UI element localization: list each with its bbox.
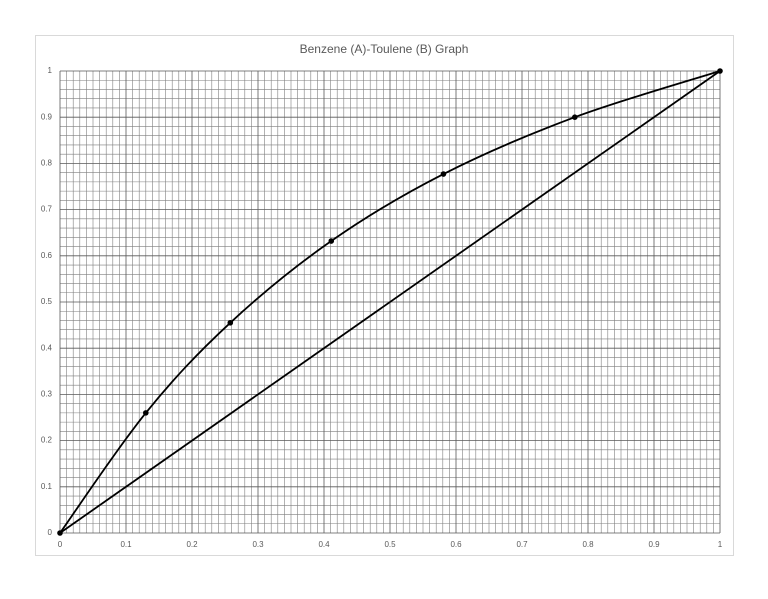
y-tick-label: 0.9 — [41, 112, 53, 121]
point — [227, 319, 234, 326]
x-tick-label: 0 — [58, 540, 63, 549]
y-tick-label: 0 — [48, 528, 53, 537]
point — [143, 410, 149, 416]
y-tick-label: 0.5 — [41, 297, 53, 306]
x-tick-label: 0.9 — [648, 540, 660, 549]
x-tick-label: 0.1 — [120, 540, 132, 549]
point — [328, 238, 335, 244]
y-tick-label: 0.3 — [41, 390, 53, 399]
x-tick-label: 1 — [718, 540, 723, 549]
y-tick-label: 0.7 — [41, 205, 53, 214]
x-tick-label: 0.8 — [582, 540, 594, 549]
point — [572, 114, 578, 120]
series-line — [59, 70, 721, 534]
chart-title: Benzene (A)-Toulene (B) Graph — [300, 42, 469, 56]
x-tick-label: 0.5 — [384, 540, 396, 549]
x-tick-label: 0.4 — [318, 540, 330, 549]
x-tick-label: 0.3 — [252, 540, 264, 549]
x-tick-label: 0.2 — [186, 540, 198, 549]
point — [440, 171, 447, 177]
y-tick-label: 1 — [48, 66, 53, 75]
y-tick-label: 0.2 — [41, 436, 53, 445]
y-tick-label: 0.8 — [41, 159, 53, 168]
x-tick-label: 0.6 — [450, 540, 462, 549]
x-tick-label: 0.7 — [516, 540, 528, 549]
y-tick-label: 0.1 — [41, 482, 53, 491]
y-tick-label: 0.4 — [41, 343, 53, 352]
y-tick-label: 0.6 — [41, 251, 53, 260]
